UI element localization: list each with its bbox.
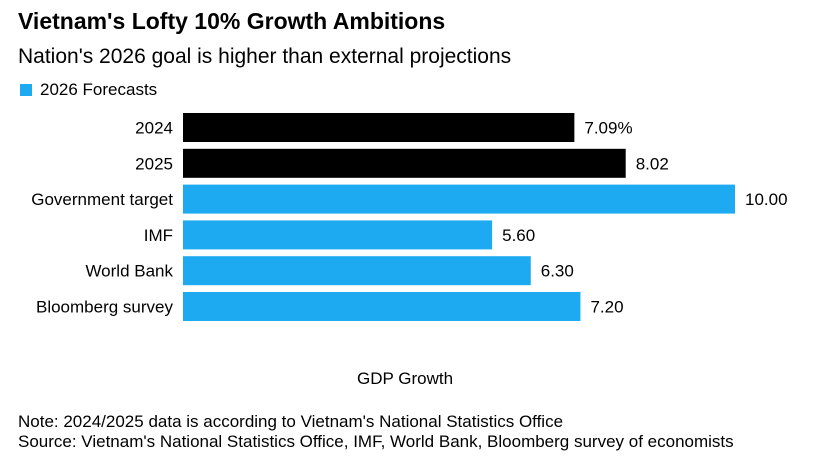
chart-title: Vietnam's Lofty 10% Growth Ambitions: [18, 8, 446, 34]
category-label: IMF: [144, 226, 173, 245]
value-label: 6.30: [541, 262, 574, 281]
legend-swatch: [20, 84, 32, 96]
source-note: Source: Vietnam's National Statistics Of…: [18, 432, 734, 451]
category-label: World Bank: [85, 262, 173, 281]
value-label: 10.00: [745, 190, 788, 209]
legend: 2026 Forecasts: [20, 80, 157, 100]
value-label: 7.09%: [584, 119, 632, 138]
category-label: Government target: [31, 190, 173, 209]
bar-bloomberg-survey: [183, 292, 581, 321]
bar-world-bank: [183, 256, 531, 286]
legend-label: 2026 Forecasts: [40, 80, 158, 99]
chart-subtitle: Nation's 2026 goal is higher than extern…: [18, 45, 512, 68]
bar-government-target: [183, 184, 735, 214]
bar-chart: 2024 7.09% 2025 8.02 Government target 10.00 I…: [31, 113, 788, 388]
category-label: 2025: [135, 154, 173, 173]
x-axis-label: GDP Growth: [357, 369, 453, 388]
value-label: 7.20: [590, 298, 623, 317]
value-label: 5.60: [502, 226, 535, 245]
bar-imf: [183, 220, 493, 250]
bar-2024: [183, 113, 575, 142]
category-label: 2024: [135, 119, 173, 138]
bar-2025: [183, 148, 626, 178]
value-label: 8.02: [636, 154, 669, 173]
category-label: Bloomberg survey: [36, 298, 174, 317]
footnote: Note: 2024/2025 data is according to Vie…: [18, 412, 564, 431]
